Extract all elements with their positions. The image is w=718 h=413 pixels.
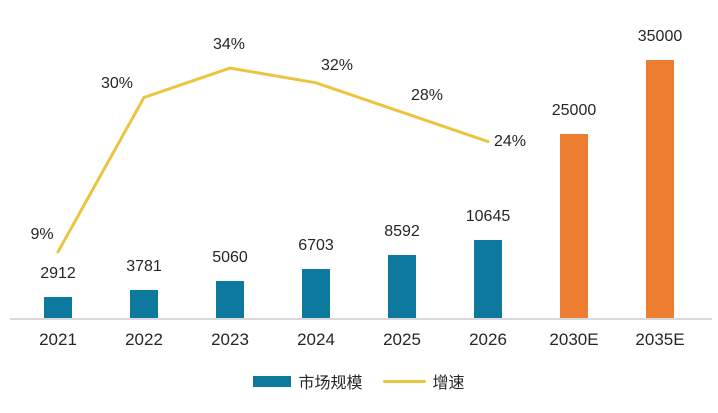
growth-point-label-2024: 32% [320, 57, 354, 74]
bar-value-label-2023: 5060 [212, 249, 248, 267]
legend-label-market-size: 市场规模 [298, 375, 363, 392]
bar-value-label-2022: 3781 [126, 258, 162, 276]
bar-value-label-2026: 10645 [465, 208, 511, 226]
bar-2030E [560, 134, 588, 318]
x-axis-label-2030E: 2030E [549, 330, 599, 349]
bar-series-swatch [253, 375, 292, 387]
growth-point-label-2021: 9% [30, 226, 54, 244]
bar-value-label-2030E: 25000 [551, 102, 597, 120]
legend: 市场规模 增速 [0, 369, 718, 393]
growth-point-label-2023: 34% [212, 36, 246, 54]
x-axis-label-2035E: 2035E [635, 330, 685, 349]
bar-2035E [646, 60, 674, 318]
bar-2024 [302, 269, 330, 318]
bar-2023 [216, 281, 244, 318]
legend-item-growth: 增速 [382, 369, 465, 393]
line-series-swatch [382, 379, 426, 383]
legend-item-market-size: 市场规模 [253, 369, 363, 393]
x-axis-label-2024: 2024 [297, 330, 335, 349]
growth-point-label-2026: 24% [493, 132, 527, 150]
x-axis-line [10, 318, 712, 320]
legend-label-growth: 增速 [432, 375, 465, 392]
bar-value-label-2035E: 35000 [637, 28, 683, 46]
growth-point-label-2022: 30% [100, 74, 134, 92]
bar-2021 [44, 297, 72, 318]
x-axis-label-2025: 2025 [383, 330, 421, 349]
bar-2022 [130, 290, 158, 318]
bar-value-label-2021: 2912 [40, 265, 76, 283]
x-axis-label-2022: 2022 [125, 330, 163, 349]
bar-value-label-2025: 8592 [384, 223, 420, 241]
bar-2025 [388, 255, 416, 318]
x-axis-label-2023: 2023 [211, 330, 249, 349]
growth-point-label-2025: 28% [410, 87, 444, 105]
x-axis-label-2026: 2026 [469, 330, 507, 349]
x-axis-label-2021: 2021 [39, 330, 77, 349]
bar-2026 [474, 240, 502, 318]
bar-value-label-2024: 6703 [298, 237, 334, 255]
